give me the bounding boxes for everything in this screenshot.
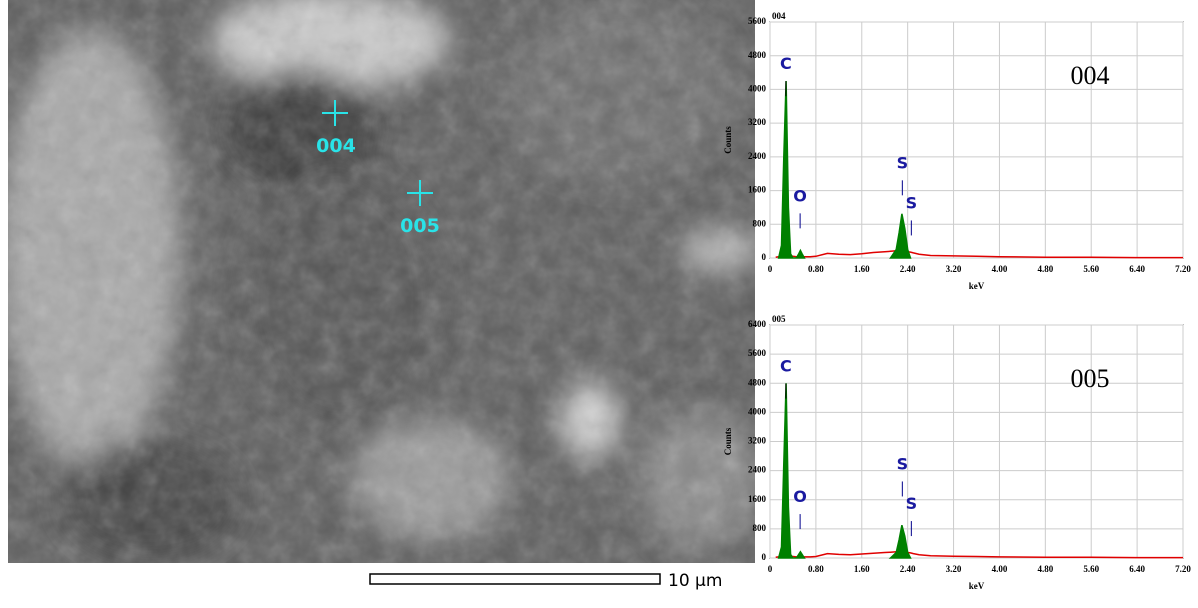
x-tick-label: 4.80	[1037, 264, 1053, 274]
y-tick-label: 4800	[748, 377, 767, 387]
x-tick-label: 7.20	[1175, 564, 1191, 574]
x-tick-label: 0	[768, 564, 773, 574]
y-tick-label: 4800	[748, 50, 767, 60]
x-tick-label: 7.20	[1175, 264, 1191, 274]
chart-label: 005	[1071, 364, 1110, 393]
y-tick-label: 3200	[748, 436, 767, 446]
x-tick-label: 0	[768, 264, 773, 274]
plot-area	[770, 22, 1183, 258]
x-tick-label: 6.40	[1129, 264, 1145, 274]
y-tick-label: 4000	[748, 83, 767, 93]
peak-label: S	[906, 193, 918, 212]
x-tick-label: 2.40	[900, 264, 916, 274]
chart-title: 005	[772, 314, 786, 324]
x-tick-label: 4.00	[992, 564, 1008, 574]
scale-bar	[370, 574, 660, 584]
y-tick-label: 1600	[748, 494, 767, 504]
y-tick-label: 5600	[748, 16, 767, 26]
y-tick-label: 2400	[748, 465, 767, 475]
peak-label: O	[793, 487, 807, 506]
scale-bar-label: 10 µm	[668, 571, 722, 591]
chart-label: 004	[1071, 61, 1110, 90]
y-tick-label: 2400	[748, 151, 767, 161]
point-label: 005	[400, 215, 440, 237]
y-tick-label: 0	[762, 252, 767, 262]
y-tick-label: 4000	[748, 406, 767, 416]
x-tick-label: 5.60	[1083, 264, 1099, 274]
x-tick-label: 1.60	[854, 564, 870, 574]
x-tick-label: 3.20	[946, 264, 962, 274]
y-tick-label: 3200	[748, 117, 767, 127]
peak-label: S	[906, 494, 918, 513]
x-axis-label: keV	[969, 281, 985, 291]
peak-label: S	[897, 153, 909, 172]
y-tick-label: 800	[753, 218, 767, 228]
y-tick-label: 5600	[748, 348, 767, 358]
peak-label: C	[780, 357, 792, 376]
point-label: 004	[316, 135, 356, 157]
x-tick-label: 1.60	[854, 264, 870, 274]
x-tick-label: 0.80	[808, 264, 824, 274]
y-axis-label: Counts	[723, 126, 733, 154]
x-tick-label: 4.80	[1037, 564, 1053, 574]
x-axis-label: keV	[969, 581, 985, 591]
peak-label: C	[780, 54, 792, 73]
peak-label: S	[897, 454, 909, 473]
sem-image	[0, 0, 760, 563]
y-tick-label: 1600	[748, 185, 767, 195]
peak-label: O	[793, 186, 807, 205]
x-tick-label: 0.80	[808, 564, 824, 574]
chart-title: 004	[772, 11, 786, 21]
y-tick-label: 800	[753, 523, 767, 533]
figure: 004 005 10 µm 0 800 1600 2400 3200 4000 4800 56…	[0, 0, 1198, 603]
x-tick-label: 5.60	[1083, 564, 1099, 574]
y-tick-label: 0	[762, 552, 767, 562]
x-tick-label: 4.00	[992, 264, 1008, 274]
y-tick-label: 6400	[748, 319, 767, 329]
x-tick-label: 3.20	[946, 564, 962, 574]
x-tick-label: 2.40	[900, 564, 916, 574]
y-axis-label: Counts	[723, 427, 733, 455]
x-tick-label: 6.40	[1129, 564, 1145, 574]
